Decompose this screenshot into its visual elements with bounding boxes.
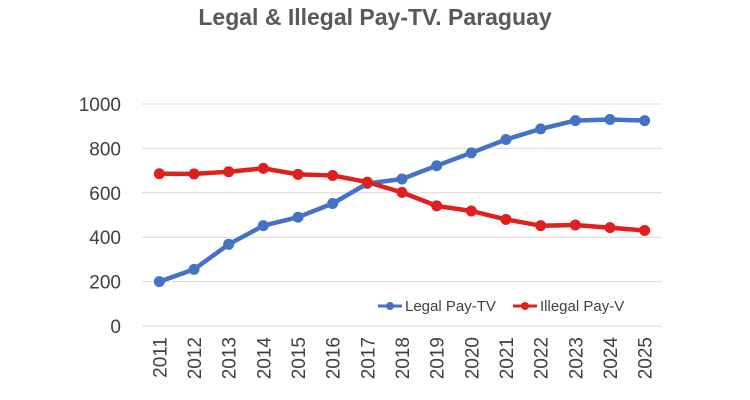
x-tick-label: 2021 [497, 337, 518, 379]
x-tick-label: 2013 [220, 337, 241, 379]
data-point [431, 160, 443, 172]
x-tick-label: 2025 [636, 337, 657, 379]
series-1 [153, 114, 651, 288]
x-tick-label: 2015 [289, 337, 310, 379]
series-lines [153, 114, 651, 288]
x-tick-label: 2017 [358, 337, 379, 379]
data-point [223, 238, 235, 250]
y-tick-label: 800 [89, 139, 121, 160]
series-line [157, 117, 647, 284]
data-point [223, 166, 235, 178]
data-point [569, 219, 581, 231]
legend-point-marker [386, 302, 394, 310]
y-tick-label: 1000 [79, 95, 121, 116]
x-tick-label: 2020 [462, 337, 483, 379]
x-tick-label: 2019 [428, 337, 449, 379]
data-point [604, 222, 616, 234]
data-point [569, 115, 581, 127]
data-point [292, 168, 304, 180]
y-tick-label: 200 [89, 273, 121, 294]
data-point [604, 114, 616, 126]
data-point [535, 123, 547, 135]
x-tick-label: 2023 [566, 337, 587, 379]
y-tick-label: 400 [89, 228, 121, 249]
legend-item: Illegal Pay-V [513, 298, 624, 315]
data-point [431, 200, 443, 212]
data-point [292, 211, 304, 223]
data-point [257, 162, 269, 174]
data-point [535, 220, 547, 232]
data-point [396, 186, 408, 198]
legend-label: Legal Pay-TV [405, 298, 496, 315]
data-point [500, 213, 512, 225]
data-point [639, 225, 651, 237]
data-point [153, 168, 165, 180]
legend-item: Legal Pay-TV [378, 298, 496, 315]
y-tick-label: 0 [110, 317, 121, 338]
x-tick-label: 2016 [324, 337, 345, 379]
data-point [465, 205, 477, 217]
data-point [188, 263, 200, 275]
data-point [327, 169, 339, 181]
legend-label: Illegal Pay-V [540, 298, 624, 315]
data-point [465, 147, 477, 159]
x-tick-label: 2014 [254, 337, 275, 380]
legend-point-marker [521, 302, 529, 310]
legend: Legal Pay-TV Illegal Pay-V [378, 298, 624, 315]
x-axis-tick-labels: 2011 2012 2013 2014 2015 2016 2017 2018 2019 2020… [150, 337, 656, 380]
x-tick-label: 2011 [150, 337, 171, 378]
data-point [153, 276, 165, 288]
y-axis-tick-labels: 0 200 400 600 800 1000 [79, 95, 121, 338]
data-point [188, 168, 200, 180]
data-point [500, 134, 512, 146]
data-point [639, 115, 651, 127]
data-point [327, 197, 339, 209]
data-point [361, 176, 373, 188]
data-point [396, 173, 408, 185]
x-tick-label: 2024 [601, 337, 622, 380]
data-point [257, 220, 269, 232]
chart-title: Legal & Illegal Pay-TV. Paraguay [198, 4, 552, 30]
y-tick-label: 600 [89, 184, 121, 205]
x-tick-label: 2018 [393, 337, 414, 379]
grid-lines [142, 103, 662, 327]
x-tick-label: 2022 [532, 337, 553, 379]
series-2 [153, 162, 651, 237]
x-tick-label: 2012 [185, 337, 206, 379]
